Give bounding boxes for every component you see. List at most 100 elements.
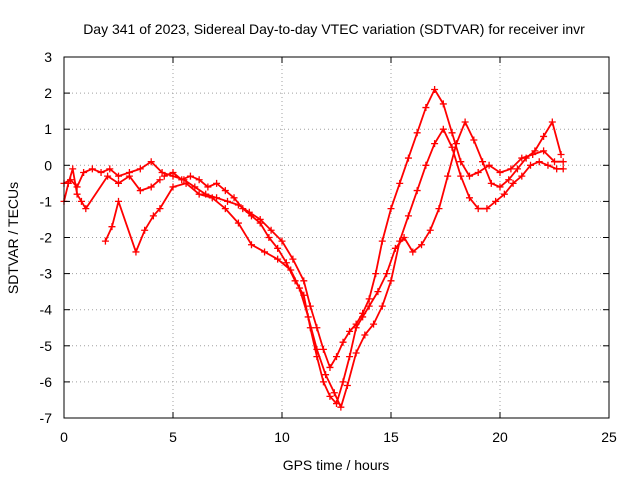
data-point-marker xyxy=(247,241,255,249)
data-point-marker xyxy=(509,179,517,187)
data-point-marker xyxy=(101,237,109,245)
x-tick-label: 10 xyxy=(274,429,290,445)
data-point-marker xyxy=(422,161,430,169)
data-point-marker xyxy=(247,212,255,220)
data-point-marker xyxy=(435,205,443,213)
data-point-marker xyxy=(474,205,482,213)
data-series xyxy=(60,85,567,411)
series-track-B xyxy=(160,118,565,408)
data-point-marker xyxy=(409,248,417,256)
y-tick-label: 0 xyxy=(44,157,52,173)
data-point-marker xyxy=(136,165,144,173)
data-point-marker xyxy=(73,190,81,198)
x-tick-label: 25 xyxy=(601,429,617,445)
data-point-marker xyxy=(313,345,321,353)
data-point-marker xyxy=(339,378,347,386)
data-point-marker xyxy=(304,313,312,321)
data-point-marker xyxy=(418,241,426,249)
chart-title: Day 341 of 2023, Sidereal Day-to-day VTE… xyxy=(83,21,585,37)
data-point-marker xyxy=(256,219,264,227)
data-point-marker xyxy=(465,194,473,202)
data-point-marker xyxy=(195,190,203,198)
data-point-marker xyxy=(352,349,360,357)
data-point-marker xyxy=(156,176,164,184)
data-point-marker xyxy=(448,129,456,137)
y-tick-label: -6 xyxy=(40,374,53,390)
data-point-marker xyxy=(278,237,286,245)
data-point-marker xyxy=(535,158,543,166)
series-line xyxy=(63,88,565,369)
data-point-marker xyxy=(261,248,269,256)
data-point-marker xyxy=(156,205,164,213)
data-point-marker xyxy=(470,136,478,144)
data-point-marker xyxy=(319,378,327,386)
data-point-marker xyxy=(496,183,504,191)
data-point-marker xyxy=(160,172,168,180)
data-point-marker xyxy=(234,219,242,227)
data-point-marker xyxy=(413,129,421,137)
data-point-marker xyxy=(359,313,367,321)
data-point-marker xyxy=(267,226,275,234)
data-point-marker xyxy=(474,169,482,177)
data-point-marker xyxy=(195,176,203,184)
grid xyxy=(64,57,609,418)
data-point-marker xyxy=(551,158,558,166)
y-tick-label: -7 xyxy=(40,410,53,426)
data-point-marker xyxy=(274,255,282,263)
series-line xyxy=(163,121,562,405)
data-point-marker xyxy=(208,194,216,202)
data-point-marker xyxy=(289,255,297,263)
data-point-marker xyxy=(178,176,186,184)
data-point-marker xyxy=(186,172,194,180)
data-point-marker xyxy=(378,237,386,245)
data-point-marker xyxy=(295,284,303,292)
data-point-marker xyxy=(125,172,133,180)
data-point-marker xyxy=(465,172,473,180)
data-point-marker xyxy=(448,143,456,151)
data-point-marker xyxy=(431,140,439,148)
data-point-marker xyxy=(80,169,88,177)
data-point-marker xyxy=(230,194,238,202)
y-tick-label: -2 xyxy=(40,230,53,246)
data-point-marker xyxy=(306,302,314,310)
data-point-marker xyxy=(313,324,321,332)
data-point-marker xyxy=(531,147,539,155)
data-point-marker xyxy=(239,205,247,213)
data-point-marker xyxy=(224,197,231,205)
data-point-marker xyxy=(82,205,90,213)
data-point-marker xyxy=(378,302,386,310)
data-point-marker xyxy=(97,169,105,177)
series-track-A xyxy=(60,85,567,371)
data-point-marker xyxy=(361,331,369,339)
data-point-marker xyxy=(544,161,552,169)
data-point-marker xyxy=(64,179,72,187)
data-point-marker xyxy=(149,212,157,220)
data-point-marker xyxy=(147,183,155,191)
data-point-marker xyxy=(370,320,378,328)
axis-ticks: 0 5 10 15 20 25 -7 -6 -5 -4 -3 -2 -1 0 1 2 3 xyxy=(40,49,617,445)
data-point-marker xyxy=(383,270,391,278)
data-point-marker xyxy=(274,244,282,252)
data-point-marker xyxy=(221,205,229,213)
data-point-marker xyxy=(492,197,500,205)
data-point-marker xyxy=(487,179,495,187)
data-point-marker xyxy=(326,392,334,400)
data-point-marker xyxy=(540,132,548,140)
data-point-marker xyxy=(496,169,504,177)
data-point-marker xyxy=(346,353,354,361)
data-point-marker xyxy=(115,179,122,187)
data-point-marker xyxy=(141,226,149,234)
data-point-marker xyxy=(204,183,212,191)
data-point-marker xyxy=(507,165,515,173)
data-point-marker xyxy=(518,172,526,180)
data-point-marker xyxy=(444,172,452,180)
data-point-marker xyxy=(505,176,513,184)
y-tick-label: -1 xyxy=(40,193,53,209)
data-point-marker xyxy=(322,371,330,379)
data-point-marker xyxy=(422,104,430,112)
series-line xyxy=(63,168,161,210)
data-point-marker xyxy=(374,288,382,296)
data-point-marker xyxy=(431,85,439,93)
data-point-marker xyxy=(115,172,122,180)
